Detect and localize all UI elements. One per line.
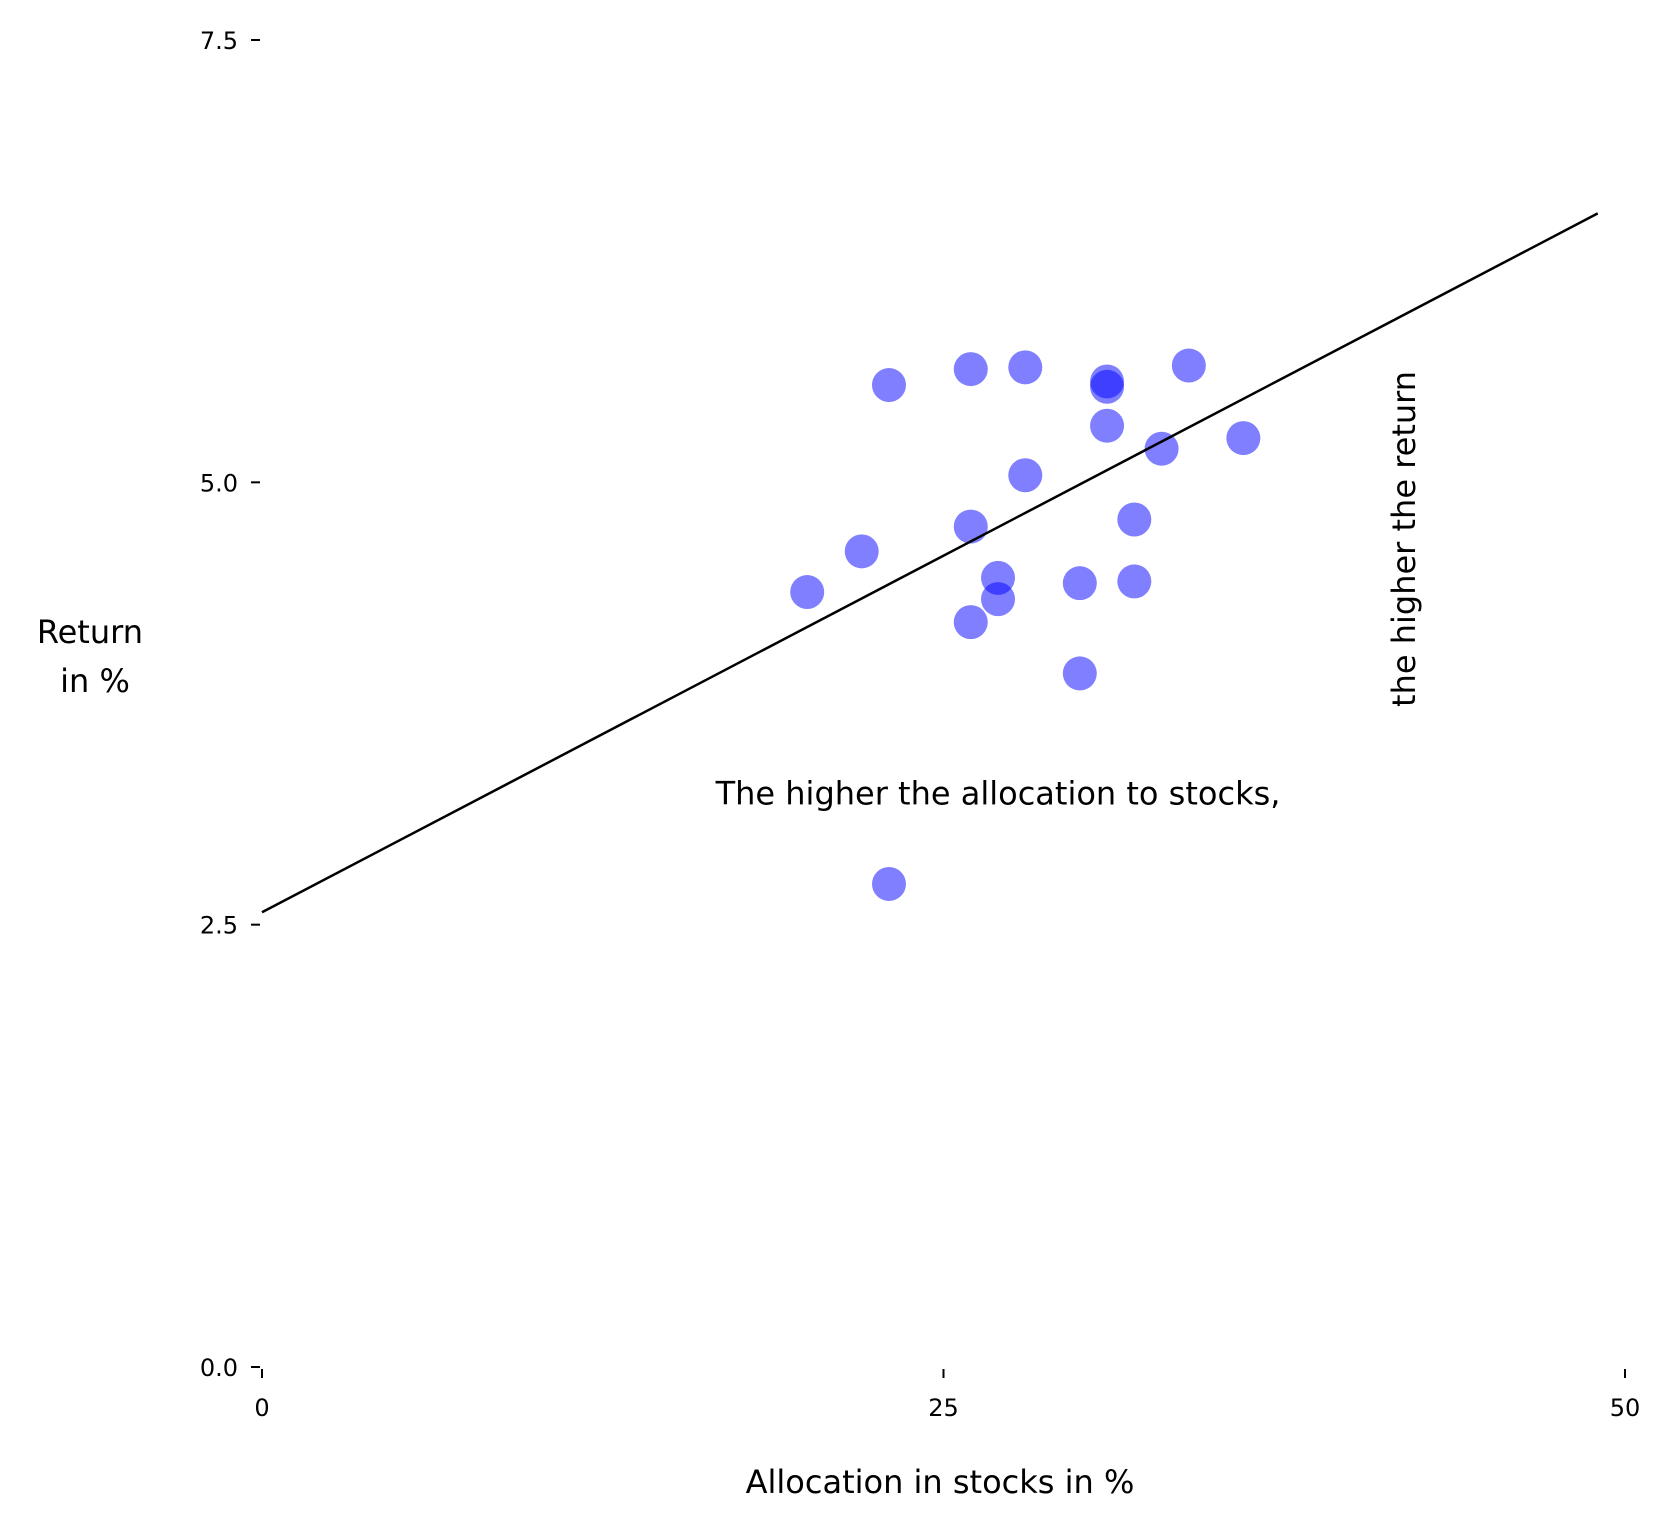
data-point — [953, 605, 988, 640]
data-point — [1008, 350, 1043, 385]
y-axis-title-line-1: Return — [37, 613, 143, 651]
data-point — [871, 866, 906, 901]
data-points — [790, 348, 1261, 901]
data-point — [1062, 566, 1097, 601]
data-point — [1008, 458, 1043, 493]
x-axis-ticks: 0 25 50 — [254, 1369, 1640, 1422]
trend-line — [261, 212, 1599, 914]
y-axis-title-line-2: in % — [60, 662, 130, 700]
data-point — [1144, 431, 1179, 466]
trend-line-group — [261, 212, 1599, 914]
data-point — [871, 368, 906, 403]
y-axis-ticks: 0.0 2.5 5.0 7.5 — [200, 27, 260, 1382]
y-axis-title: Return in % — [37, 613, 153, 700]
data-point — [1090, 369, 1125, 404]
data-point — [1062, 656, 1097, 691]
y-tick-label: 5.0 — [200, 469, 238, 497]
data-point — [981, 582, 1016, 617]
x-tick-label: 50 — [1610, 1394, 1641, 1422]
annotation-text: the higher the return — [1385, 371, 1423, 707]
data-point — [1226, 421, 1261, 456]
y-tick-label: 2.5 — [200, 912, 238, 940]
y-tick-label: 0.0 — [200, 1354, 238, 1382]
data-point — [953, 509, 988, 544]
x-tick-label: 0 — [254, 1394, 269, 1422]
x-tick-label: 25 — [928, 1394, 959, 1422]
data-point — [790, 575, 825, 610]
data-point — [953, 352, 988, 387]
data-point — [1117, 502, 1152, 537]
y-tick-label: 7.5 — [200, 27, 238, 55]
data-point — [844, 534, 879, 569]
x-axis-title: Allocation in stocks in % — [746, 1463, 1135, 1501]
data-point — [1171, 348, 1206, 383]
data-point — [1117, 564, 1152, 599]
annotations: The higher the allocation to stocks, the … — [715, 371, 1424, 812]
data-point — [1090, 408, 1125, 443]
annotation-text: The higher the allocation to stocks, — [715, 774, 1281, 812]
